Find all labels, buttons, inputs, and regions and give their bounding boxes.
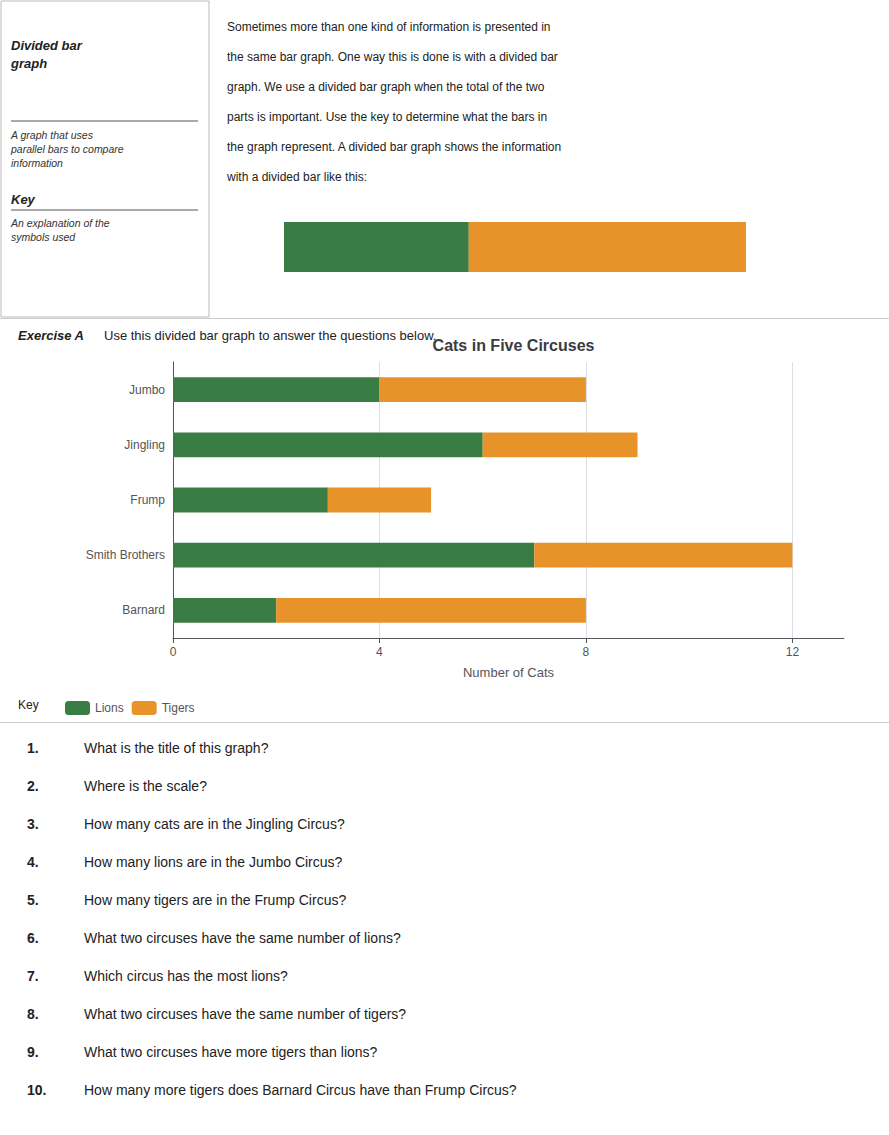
svg-text:2.: 2. bbox=[27, 778, 39, 794]
svg-text:the graph represent. A divided: the graph represent. A divided bar graph… bbox=[227, 140, 561, 154]
svg-text:5.: 5. bbox=[27, 892, 39, 908]
svg-text:7.: 7. bbox=[27, 968, 39, 984]
svg-text:Smith Brothers: Smith Brothers bbox=[86, 548, 165, 562]
svg-text:What two circuses have the sam: What two circuses have the same number o… bbox=[84, 1006, 406, 1022]
svg-text:What is the title of this grap: What is the title of this graph? bbox=[84, 740, 269, 756]
svg-text:3.: 3. bbox=[27, 816, 39, 832]
svg-text:10.: 10. bbox=[27, 1082, 46, 1098]
svg-text:parallel bars to compare: parallel bars to compare bbox=[10, 143, 124, 155]
svg-text:Sometimes more than one kind o: Sometimes more than one kind of informat… bbox=[227, 20, 551, 34]
svg-text:How many tigers are in the Fru: How many tigers are in the Frump Circus? bbox=[84, 892, 346, 908]
svg-text:graph. We use a divided bar gr: graph. We use a divided bar graph when t… bbox=[227, 80, 545, 94]
svg-text:with a divided bar like this:: with a divided bar like this: bbox=[226, 170, 367, 184]
svg-text:How many more tigers does Barn: How many more tigers does Barnard Circus… bbox=[84, 1082, 517, 1098]
svg-text:A graph that uses: A graph that uses bbox=[10, 129, 94, 141]
svg-text:Use this divided bar graph to: Use this divided bar graph to answer the… bbox=[104, 328, 436, 343]
svg-text:Where is the scale?: Where is the scale? bbox=[84, 778, 207, 794]
svg-text:What two circuses have the sam: What two circuses have the same number o… bbox=[84, 930, 401, 946]
svg-text:How many lions are in the Jumb: How many lions are in the Jumbo Circus? bbox=[84, 854, 343, 870]
svg-text:Number of Cats: Number of Cats bbox=[463, 665, 555, 680]
svg-text:4: 4 bbox=[376, 645, 383, 659]
svg-text:Lions: Lions bbox=[95, 701, 124, 715]
svg-text:the same bar graph. One way th: the same bar graph. One way this is done… bbox=[227, 50, 558, 64]
svg-text:parts is important. Use the ke: parts is important. Use the key to deter… bbox=[227, 110, 547, 124]
svg-text:Key: Key bbox=[18, 698, 39, 712]
svg-text:Which circus has the most lion: Which circus has the most lions? bbox=[84, 968, 288, 984]
svg-text:graph: graph bbox=[10, 56, 47, 71]
svg-text:12: 12 bbox=[786, 645, 800, 659]
svg-text:1.: 1. bbox=[27, 740, 39, 756]
svg-text:Barnard: Barnard bbox=[122, 603, 165, 617]
svg-text:Frump: Frump bbox=[130, 493, 165, 507]
svg-text:An explanation of the: An explanation of the bbox=[10, 217, 110, 229]
svg-text:information: information bbox=[11, 157, 63, 169]
svg-text:What two circuses have more ti: What two circuses have more tigers than … bbox=[84, 1044, 378, 1060]
svg-text:Tigers: Tigers bbox=[162, 701, 195, 715]
svg-text:8: 8 bbox=[583, 645, 590, 659]
svg-text:How many cats are in the Jingl: How many cats are in the Jingling Circus… bbox=[84, 816, 345, 832]
svg-text:Exercise A: Exercise A bbox=[18, 328, 84, 343]
svg-text:Jumbo: Jumbo bbox=[129, 383, 165, 397]
svg-text:symbols used: symbols used bbox=[11, 231, 76, 243]
svg-text:Divided bar: Divided bar bbox=[11, 38, 83, 53]
svg-text:8.: 8. bbox=[27, 1006, 39, 1022]
svg-text:Cats in Five Circuses: Cats in Five Circuses bbox=[433, 337, 595, 354]
svg-text:4.: 4. bbox=[27, 854, 39, 870]
svg-text:Jingling: Jingling bbox=[124, 438, 165, 452]
svg-text:9.: 9. bbox=[27, 1044, 39, 1060]
svg-text:6.: 6. bbox=[27, 930, 39, 946]
svg-text:Key: Key bbox=[11, 192, 36, 207]
svg-text:0: 0 bbox=[170, 645, 177, 659]
